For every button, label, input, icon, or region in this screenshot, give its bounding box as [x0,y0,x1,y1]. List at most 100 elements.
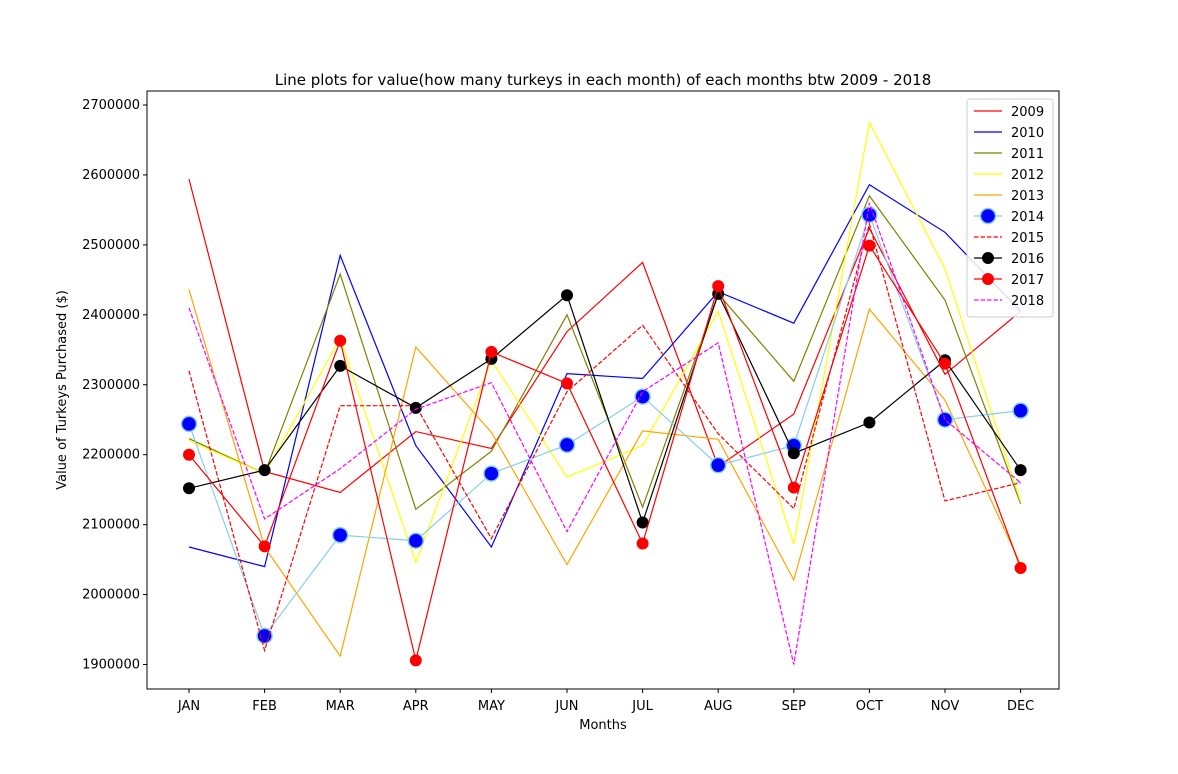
data-point-2014 [558,436,576,454]
data-point-2017 [712,280,725,293]
y-tick-label: 2300000 [82,378,140,393]
x-tick-label: NOV [931,699,960,714]
data-point-2016 [183,482,195,495]
data-point-2017 [183,448,195,461]
legend-marker [979,207,997,225]
data-point-2014 [936,411,954,428]
data-point-2017 [409,654,422,667]
plot-frame [146,90,1060,690]
series-2014 [180,206,1029,645]
x-axis: JAN FEB MAR APR MAY JUN JUL AUG SEP OCT NOV DEC [177,689,1034,714]
legend-item-2010: 2010 [974,126,1044,141]
y-tick-label: 2400000 [82,308,140,323]
data-point-2014 [483,465,500,482]
data-point-2014 [709,456,727,474]
y-tick-label: 2700000 [82,98,140,113]
series-line-2011 [188,194,1022,511]
y-tick-label: 2500000 [82,238,140,253]
series-2018 [188,202,1021,665]
legend-label: 2014 [1011,210,1044,225]
x-tick-label: SEP [782,699,806,714]
chart-title: Line plots for value(how many turkeys in… [275,71,932,89]
data-point-2016 [334,359,347,372]
series-2013 [188,289,1022,658]
x-tick-label: APR [403,699,429,714]
series-2011 [188,194,1022,511]
data-point-2017 [787,481,800,494]
legend-item-2014: 2014 [974,207,1044,225]
x-tick-label: OCT [856,699,883,714]
legend-item-2015: 2015 [974,231,1044,246]
y-axis-label: Value of Turkeys Purchased ($) [55,290,70,490]
y-tick-label: 2100000 [82,518,140,533]
legend-label: 2018 [1011,294,1044,309]
legend-item-2013: 2013 [974,189,1044,204]
legend-item-2016: 2016 [974,252,1044,267]
data-point-2017 [636,537,649,550]
series-line-2016 [188,292,1022,525]
series-line-2010 [188,183,1022,568]
series-line-2013 [188,289,1022,658]
series-line-2017 [188,244,1022,661]
legend-marker [982,252,994,264]
series-line-2009 [188,178,1021,494]
y-tick-label: 1900000 [82,658,140,673]
legend-item-2017: 2017 [974,273,1044,288]
series-2016 [183,287,1027,529]
plot-series [180,120,1029,667]
data-point-2016 [561,289,573,302]
legend-label: 2011 [1011,147,1044,162]
legend: 2009 2010 2011 2012 2013 2014 2015 2016 2017 2018 [966,98,1054,318]
data-point-2016 [787,447,800,460]
x-tick-label: MAR [326,699,355,714]
y-tick-label: 2200000 [82,448,140,463]
x-tick-label: DEC [1007,699,1034,714]
data-point-2017 [258,540,271,553]
data-point-2017 [334,334,347,347]
series-2010 [188,183,1022,568]
data-point-2017 [561,377,573,390]
series-2009 [188,178,1021,494]
series-line-2018 [188,202,1021,665]
legend-item-2018: 2018 [974,294,1044,309]
legend-label: 2012 [1011,168,1044,183]
legend-label: 2013 [1011,189,1044,204]
data-point-2014 [407,532,425,549]
data-point-2014 [1012,402,1029,419]
data-point-2016 [636,516,649,529]
series-2017 [183,239,1027,667]
data-point-2014 [861,206,878,224]
legend-label: 2017 [1011,273,1044,288]
legend-label: 2010 [1011,126,1044,141]
x-tick-label: JUL [631,699,653,714]
data-point-2016 [258,464,271,477]
legend-item-2009: 2009 [974,105,1044,120]
data-point-2014 [180,415,198,433]
series-line-2014 [188,212,1021,638]
data-point-2014 [331,526,349,544]
x-axis-label: Months [579,718,627,733]
data-point-2016 [1014,464,1027,477]
data-point-2016 [863,416,876,429]
y-tick-label: 2600000 [82,168,140,183]
y-tick-label: 2000000 [82,588,140,603]
legend-label: 2009 [1011,105,1044,120]
y-axis: 1900000 2000000 2100000 2200000 2300000 24000… [82,98,147,673]
x-tick-label: AUG [704,699,732,714]
data-point-2017 [1014,562,1027,575]
data-point-2017 [939,357,951,370]
data-point-2017 [485,345,498,358]
legend-label: 2016 [1011,252,1044,267]
legend-item-2012: 2012 [974,168,1044,183]
x-tick-label: JAN [177,699,200,714]
x-tick-label: JUN [554,699,578,714]
legend-item-2011: 2011 [974,147,1044,162]
x-tick-label: MAY [478,699,505,714]
x-tick-label: FEB [252,699,277,714]
series-line-2015 [188,221,1021,653]
data-point-2014 [634,388,651,405]
legend-marker [982,273,994,285]
series-2015 [188,221,1021,653]
data-point-2017 [863,239,876,252]
